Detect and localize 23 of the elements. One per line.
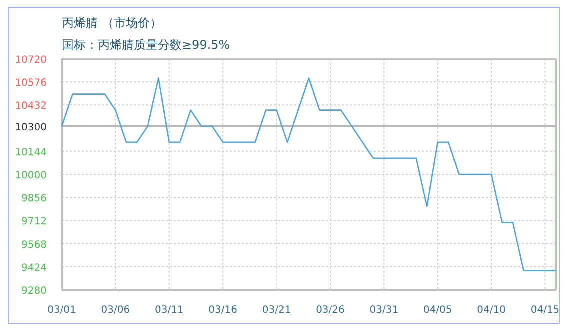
y-tick-label: 10000 [15, 170, 47, 182]
x-tick-label: 03/01 [48, 305, 76, 316]
y-tick-label: 10432 [15, 101, 47, 112]
x-tick-label: 03/06 [101, 305, 130, 316]
y-tick-label: 9712 [22, 216, 47, 228]
y-tick-label: 10144 [15, 147, 47, 158]
y-tick-label: 9856 [22, 194, 47, 205]
y-tick-label: 10576 [15, 78, 47, 90]
x-tick-label: 03/11 [154, 305, 184, 316]
x-tick-label: 04/10 [477, 305, 506, 316]
y-tick-label: 9280 [22, 286, 47, 297]
x-tick-label: 03/31 [370, 305, 399, 316]
x-tick-label: 04/05 [423, 305, 452, 316]
x-tick-label: 03/26 [316, 305, 345, 316]
x-tick-label: 03/21 [262, 305, 292, 316]
x-tick-label: 04/15 [530, 305, 560, 316]
y-tick-label: 9424 [22, 262, 47, 274]
y-tick-label: 10720 [15, 55, 47, 66]
chart-title: 丙烯腈 （市场价） [62, 16, 162, 30]
y-tick-label: 10300 [15, 122, 47, 134]
x-tick-label: 03/16 [208, 305, 238, 316]
chart-subtitle: 国标：丙烯腈质量分数≥99.5% [62, 38, 230, 52]
y-tick-label: 9568 [22, 240, 47, 251]
